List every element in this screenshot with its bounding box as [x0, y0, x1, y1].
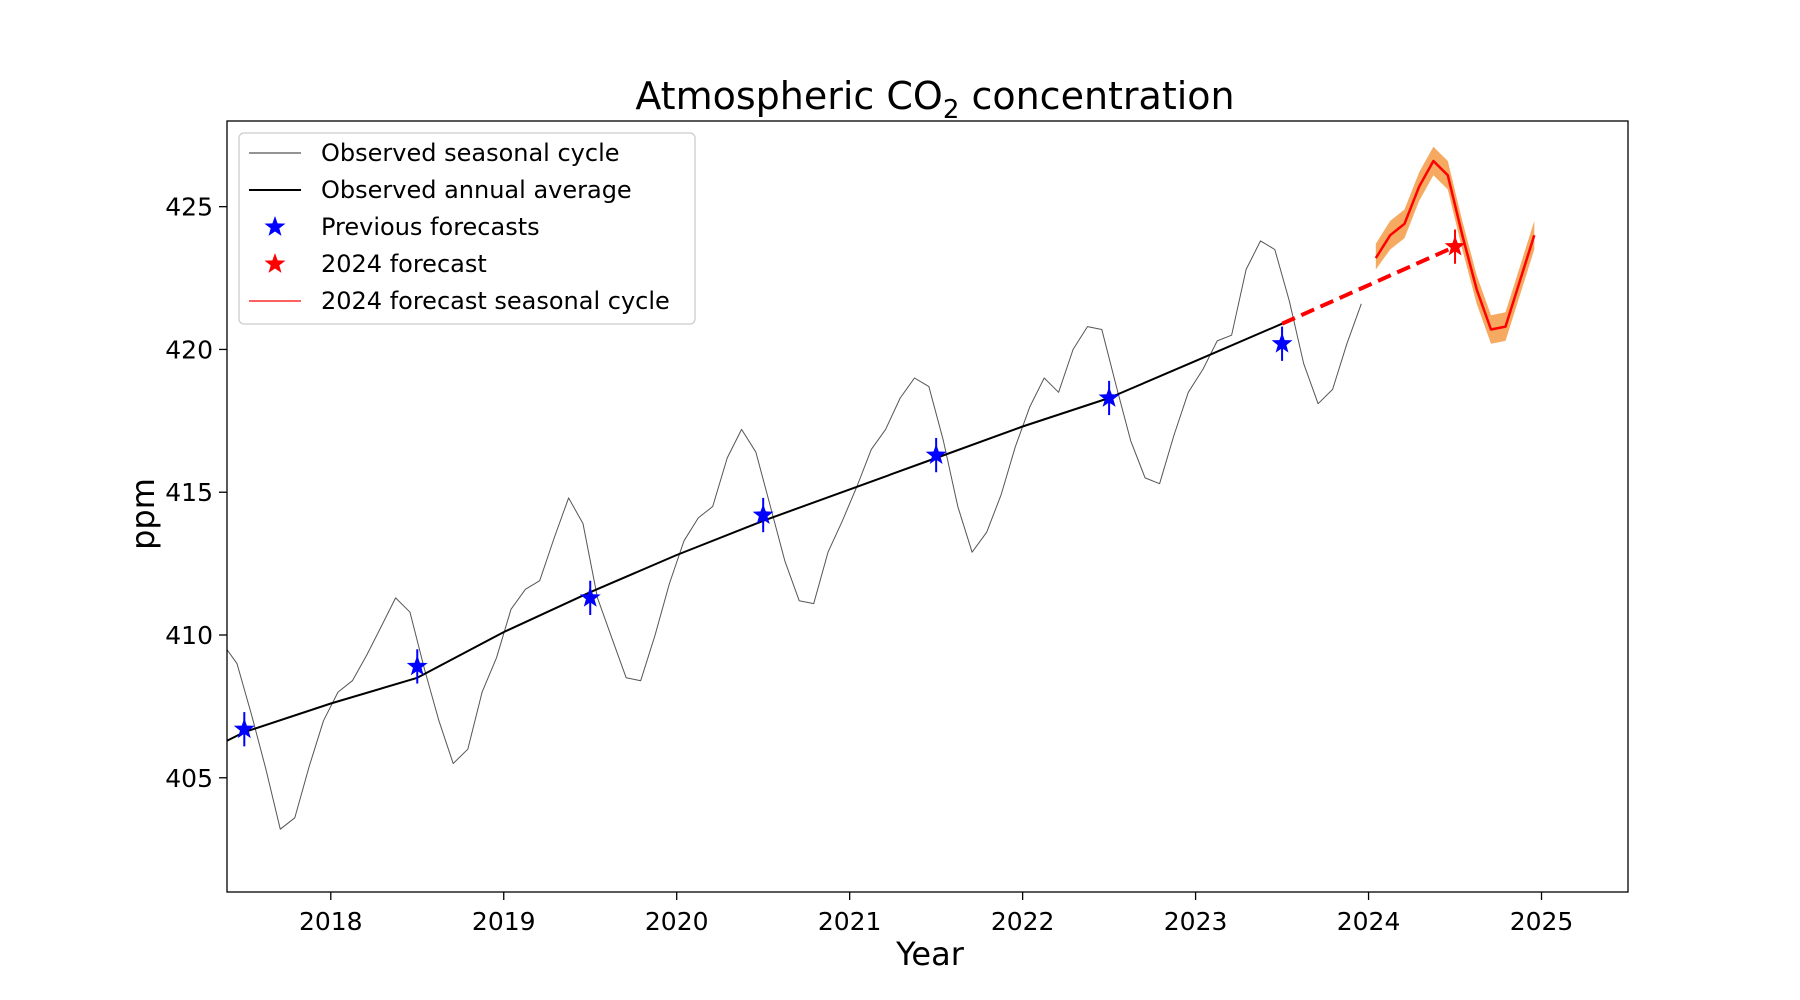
previous-forecast-star [406, 655, 428, 676]
legend-star-swatch [264, 216, 286, 236]
x-tick-label: 2024 [1337, 907, 1401, 936]
x-axis-ticks: 2018 2019 2020 2021 2022 2023 2024 2025 [299, 892, 1573, 936]
plot-frame [226, 120, 1629, 893]
series-line-annual [227, 322, 1283, 742]
title-main: Atmospheric CO [635, 74, 942, 118]
previous-forecast-star [1098, 387, 1120, 407]
forecast-markers-group [233, 229, 1466, 747]
y-tick-label: 405 [165, 764, 213, 793]
legend-label: 2024 forecast [321, 250, 487, 278]
legend-label: Previous forecasts [321, 213, 540, 241]
y-axis-ticks: 405 410 415 420 425 [165, 193, 227, 793]
x-tick-label: 2022 [991, 907, 1055, 936]
legend-label: 2024 forecast seasonal cycle [321, 287, 670, 315]
previous-forecast-star [925, 444, 947, 464]
y-tick-label: 410 [165, 621, 213, 650]
x-tick-label: 2023 [1164, 907, 1228, 936]
series-lines-group [227, 159, 1536, 830]
x-axis-label: Year [895, 935, 965, 973]
title-subscript: 2 [943, 95, 960, 125]
previous-forecast-star [233, 718, 255, 739]
y-axis-label: ppm [124, 478, 162, 550]
previous-forecast-star [579, 586, 601, 607]
y-tick-label: 425 [165, 193, 213, 222]
title-rest: concentration [959, 74, 1234, 118]
forecast-2024-star [1444, 235, 1466, 256]
x-tick-label: 2019 [472, 907, 536, 936]
y-tick-label: 415 [165, 478, 213, 507]
x-tick-label: 2025 [1510, 907, 1574, 936]
legend-box [238, 132, 696, 325]
legend-star-swatch [264, 253, 286, 273]
series-line-seasonal [227, 240, 1362, 830]
x-tick-label: 2020 [645, 907, 709, 936]
legend: Observed seasonal cycle Observed annual a… [238, 132, 696, 325]
y-tick-label: 420 [165, 335, 213, 364]
legend-label: Observed annual average [321, 176, 632, 204]
legend-label: Observed seasonal cycle [321, 139, 620, 167]
series-line-forecast_cycle [1374, 159, 1536, 331]
previous-forecast-star [1271, 332, 1293, 353]
x-tick-label: 2021 [818, 907, 882, 936]
x-tick-label: 2018 [299, 907, 363, 936]
series-line-forecast_trend [1281, 244, 1456, 326]
chart-title: Atmospheric CO2 concentration [635, 74, 1234, 125]
previous-forecast-star [752, 504, 774, 524]
